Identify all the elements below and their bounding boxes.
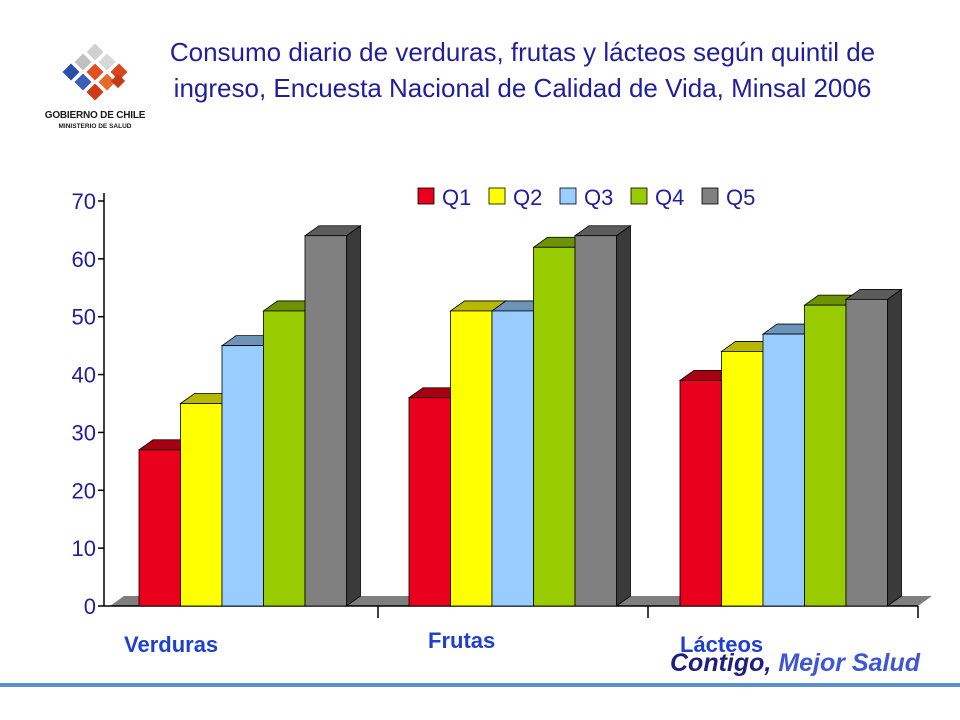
bar-side xyxy=(346,224,361,607)
y-tick-label: 40 xyxy=(72,363,96,388)
bar-q4-1 xyxy=(533,246,576,607)
gobierno-de-chile-logo xyxy=(62,43,128,101)
y-tick-label: 50 xyxy=(72,305,96,330)
bar-q1-2 xyxy=(679,379,722,607)
bar-side xyxy=(616,224,631,607)
bar-q4-0 xyxy=(263,310,306,607)
bar-q2-2 xyxy=(721,351,764,607)
legend-swatch-q1 xyxy=(417,187,435,205)
bar-q4-2 xyxy=(804,304,847,607)
y-tick-label: 20 xyxy=(72,478,96,503)
legend-swatch-q4 xyxy=(630,187,648,205)
bar-q1-0 xyxy=(138,449,181,607)
legend-swatch-q2 xyxy=(488,187,506,205)
legend-label-q1: Q1 xyxy=(442,185,471,210)
legend-label-q3: Q3 xyxy=(584,185,613,210)
legend-label-q4: Q4 xyxy=(655,185,684,210)
y-tick-label: 30 xyxy=(72,420,96,445)
legend-label-q5: Q5 xyxy=(726,185,755,210)
slogan-part2: Mejor Salud xyxy=(778,649,920,677)
bar-q3-1 xyxy=(491,310,534,607)
bar-q2-1 xyxy=(450,310,493,607)
legend-swatch-q5 xyxy=(701,187,719,205)
chart-title: Consumo diario de verduras, frutas y lác… xyxy=(169,37,876,103)
y-tick-label: 10 xyxy=(72,536,96,561)
bar-q3-2 xyxy=(762,333,805,607)
logo-diamonds-icon xyxy=(62,43,128,101)
logo-line2: MINISTERIO DE SALUD xyxy=(58,123,132,130)
bar-q1-1 xyxy=(408,397,451,607)
bar-side xyxy=(887,288,902,607)
bar-q5-0 xyxy=(304,235,347,607)
logo-line1: GOBIERNO DE CHILE xyxy=(44,110,146,121)
y-tick-label: 60 xyxy=(72,247,96,272)
bar-q5-1 xyxy=(574,235,617,607)
bar-q2-0 xyxy=(180,403,223,607)
y-tick-label: 0 xyxy=(84,594,96,619)
category-label-verduras: Verduras xyxy=(124,632,219,657)
legend-swatch-q3 xyxy=(559,187,577,205)
bar-q5-2 xyxy=(845,298,888,607)
category-label-frutas: Frutas xyxy=(428,628,496,653)
bar-q3-0 xyxy=(221,345,264,607)
category-label-lacteos: Lácteos xyxy=(680,632,764,657)
footer-line xyxy=(0,683,960,687)
y-tick-label: 70 xyxy=(72,189,96,214)
slogan-part1: Contigo, xyxy=(670,649,772,677)
legend-label-q2: Q2 xyxy=(513,185,542,210)
slogan: Contigo, Mejor Salud xyxy=(635,649,920,678)
